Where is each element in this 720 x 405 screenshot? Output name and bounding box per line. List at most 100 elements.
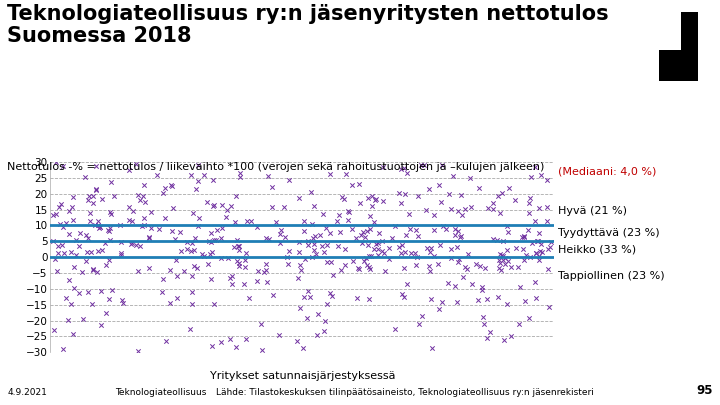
Point bbox=[86, 249, 97, 255]
Point bbox=[487, 199, 498, 206]
Point bbox=[395, 250, 407, 256]
Point bbox=[377, 247, 388, 254]
Text: Lähde: Tilastokeskuksen tilinpäätösaineisto, Teknologiateollisuus ry:n jäsenreki: Lähde: Tilastokeskuksen tilinpäätösainei… bbox=[216, 388, 594, 397]
Point bbox=[274, 231, 286, 237]
Point bbox=[62, 316, 73, 323]
Point bbox=[109, 193, 120, 199]
Point bbox=[91, 163, 102, 169]
Point bbox=[423, 263, 435, 269]
Point bbox=[198, 253, 210, 259]
Point bbox=[361, 262, 373, 268]
Point bbox=[207, 202, 219, 209]
Point bbox=[351, 234, 362, 241]
Point bbox=[308, 247, 320, 254]
Point bbox=[396, 291, 408, 297]
Point bbox=[164, 299, 176, 306]
Point bbox=[453, 228, 464, 234]
Point bbox=[523, 210, 535, 216]
Point bbox=[364, 253, 375, 260]
Point bbox=[255, 320, 266, 327]
Point bbox=[536, 249, 548, 256]
Point bbox=[202, 199, 213, 205]
Point bbox=[261, 279, 272, 285]
Point bbox=[239, 256, 251, 263]
Point bbox=[171, 273, 182, 280]
Point bbox=[399, 294, 410, 301]
Point bbox=[424, 248, 436, 255]
Point bbox=[320, 224, 332, 231]
Point bbox=[436, 298, 447, 305]
Point bbox=[82, 235, 94, 242]
Point bbox=[481, 296, 492, 303]
Point bbox=[139, 222, 150, 228]
Point bbox=[452, 208, 464, 214]
Point bbox=[103, 257, 114, 263]
Point bbox=[452, 259, 464, 266]
Point bbox=[369, 219, 380, 225]
Point bbox=[361, 227, 372, 234]
Point bbox=[396, 241, 408, 248]
Point bbox=[279, 234, 291, 240]
Text: Heikko (33 %): Heikko (33 %) bbox=[558, 244, 636, 254]
Point bbox=[317, 243, 328, 249]
Point bbox=[186, 273, 198, 279]
Point bbox=[518, 234, 530, 241]
Point bbox=[306, 221, 318, 228]
Point bbox=[433, 305, 445, 312]
Point bbox=[426, 245, 437, 252]
Point bbox=[456, 212, 468, 218]
Point bbox=[466, 280, 477, 287]
Point bbox=[186, 301, 198, 307]
Point bbox=[503, 185, 515, 192]
Point bbox=[251, 224, 263, 230]
Point bbox=[530, 279, 541, 285]
Point bbox=[76, 269, 88, 275]
Point bbox=[284, 248, 295, 254]
Point bbox=[523, 200, 534, 207]
Point bbox=[369, 197, 380, 204]
Point bbox=[96, 322, 107, 328]
Point bbox=[308, 202, 320, 209]
Point bbox=[261, 235, 272, 241]
Point bbox=[58, 224, 69, 230]
Point bbox=[541, 204, 553, 211]
Point bbox=[104, 237, 116, 243]
Point bbox=[541, 177, 553, 183]
Point bbox=[139, 182, 150, 188]
Point bbox=[96, 195, 108, 202]
Point bbox=[400, 249, 411, 256]
Point bbox=[410, 227, 422, 233]
Point bbox=[317, 211, 328, 218]
Point bbox=[240, 336, 252, 343]
Point bbox=[105, 211, 117, 217]
Point bbox=[544, 244, 555, 251]
Point bbox=[476, 287, 487, 293]
Point bbox=[398, 165, 410, 172]
Text: Yritykset satunnaisjärjestyksessä: Yritykset satunnaisjärjestyksessä bbox=[210, 371, 395, 382]
Point bbox=[451, 244, 463, 250]
Point bbox=[502, 228, 513, 235]
Point bbox=[264, 236, 275, 243]
Point bbox=[68, 216, 79, 223]
Point bbox=[60, 220, 71, 226]
Point bbox=[318, 249, 330, 255]
Point bbox=[87, 266, 99, 272]
Point bbox=[48, 237, 59, 244]
Point bbox=[132, 192, 144, 198]
Point bbox=[102, 226, 113, 233]
Point bbox=[493, 257, 505, 263]
Point bbox=[402, 281, 413, 287]
Point bbox=[457, 274, 469, 281]
Point bbox=[401, 169, 413, 176]
Point bbox=[298, 294, 310, 301]
Point bbox=[364, 296, 375, 302]
Point bbox=[451, 299, 463, 305]
Point bbox=[300, 256, 311, 262]
Point bbox=[346, 226, 358, 232]
Point bbox=[209, 202, 220, 208]
Point bbox=[100, 262, 112, 268]
Point bbox=[443, 280, 454, 287]
Point bbox=[472, 296, 484, 303]
Point bbox=[531, 238, 543, 244]
Point bbox=[271, 219, 282, 225]
